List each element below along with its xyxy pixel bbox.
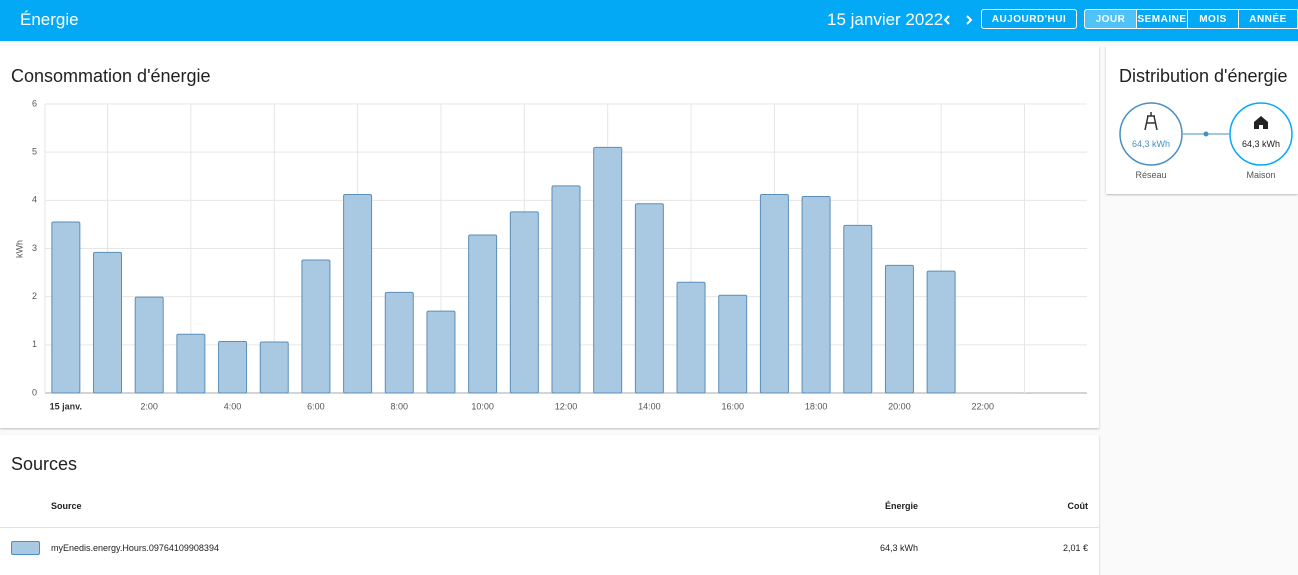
- grid-label: Réseau: [1135, 170, 1167, 180]
- app-title: Énergie: [20, 10, 79, 29]
- bar: [468, 234, 498, 394]
- home-label: Maison: [1246, 170, 1276, 180]
- x-tick-label: 4:00: [224, 401, 242, 411]
- x-tick-label: 22:00: [972, 401, 995, 411]
- bar: [93, 251, 123, 394]
- y-axis-label: kWh: [14, 240, 24, 258]
- month-button[interactable]: MOIS: [1187, 9, 1239, 29]
- column-header: Énergie: [884, 501, 918, 511]
- bar: [134, 296, 164, 394]
- y-tick-label: 2: [32, 291, 37, 301]
- bar: [218, 340, 248, 394]
- source-name: myEnedis.energy.Hours.09764109908394: [51, 543, 219, 553]
- sources-title: Sources: [11, 454, 78, 474]
- divider: [0, 527, 1099, 528]
- bar: [176, 333, 206, 394]
- distribution-title: Distribution d'énergie: [1119, 66, 1288, 86]
- home-value: 64,3 kWh: [1241, 139, 1281, 149]
- bar: [718, 294, 748, 394]
- bar: [509, 211, 539, 394]
- bar: [926, 270, 956, 394]
- date[interactable]: 15 janvier 2022: [827, 10, 944, 29]
- bar: [884, 264, 914, 394]
- y-tick-label: 5: [32, 147, 37, 157]
- x-tick-label: 2:00: [140, 401, 158, 411]
- y-tick-label: 6: [32, 98, 37, 108]
- y-tick-label: 4: [32, 195, 37, 205]
- today-button[interactable]: AUJOURD'HUI: [981, 9, 1077, 29]
- column-header: Coût: [1067, 501, 1089, 511]
- column-header: Source: [51, 501, 82, 511]
- bar: [634, 203, 664, 394]
- source-energy: 64,3 kWh: [879, 543, 918, 553]
- bar: [593, 146, 623, 394]
- bar: [759, 194, 789, 394]
- x-tick-label: 20:00: [888, 401, 911, 411]
- x-tick-label: 18:00: [805, 401, 828, 411]
- chart-card: Consommation d'énergie kWh 0 1 2 3 4 5 6 15 jan…: [0, 46, 1099, 428]
- x-tick-label: 8:00: [391, 401, 409, 411]
- week-button[interactable]: SEMAINE: [1136, 9, 1188, 29]
- y-tick-label: 1: [32, 339, 37, 349]
- nav-arrows[interactable]: [938, 11, 978, 29]
- x-tick-label: 14:00: [638, 401, 661, 411]
- grid-value: 64,3 kWh: [1131, 139, 1171, 149]
- day-button[interactable]: JOUR: [1084, 9, 1137, 29]
- year-button[interactable]: ANNÉE: [1238, 9, 1298, 29]
- bar: [801, 195, 831, 394]
- distribution-diagram: [1119, 102, 1293, 166]
- bar: [301, 259, 331, 394]
- bar: [51, 221, 81, 394]
- bar: [426, 310, 456, 394]
- bar: [551, 185, 581, 394]
- bar: [843, 224, 873, 394]
- source-color: [11, 541, 40, 555]
- chart-title: Consommation d'énergie: [11, 66, 211, 86]
- header: Énergie 15 janvier 2022 AUJOURD'HUI JOUR…: [0, 0, 1298, 41]
- source-cost: 2,01 €: [1062, 543, 1088, 553]
- distribution-card: Distribution d'énergie 64,3 kWh 64,3 kWh…: [1106, 46, 1298, 194]
- bar: [259, 341, 289, 394]
- y-tick-label: 0: [32, 387, 37, 397]
- bar: [676, 281, 706, 394]
- x-tick-label: 15 janv.: [50, 401, 82, 411]
- x-tick-label: 16:00: [721, 401, 744, 411]
- x-tick-label: 12:00: [555, 401, 578, 411]
- y-tick-label: 3: [32, 243, 37, 253]
- bar: [384, 291, 414, 394]
- x-tick-label: 10:00: [471, 401, 494, 411]
- bar: [343, 194, 373, 394]
- x-tick-label: 6:00: [307, 401, 325, 411]
- chart: kWh 0 1 2 3 4 5 6 15 janv. 2:00 4:00 6:00 8:00 10:00…: [14, 98, 1087, 411]
- sources-card: Sources Source Énergie Coût myEnedis.ene…: [0, 435, 1099, 575]
